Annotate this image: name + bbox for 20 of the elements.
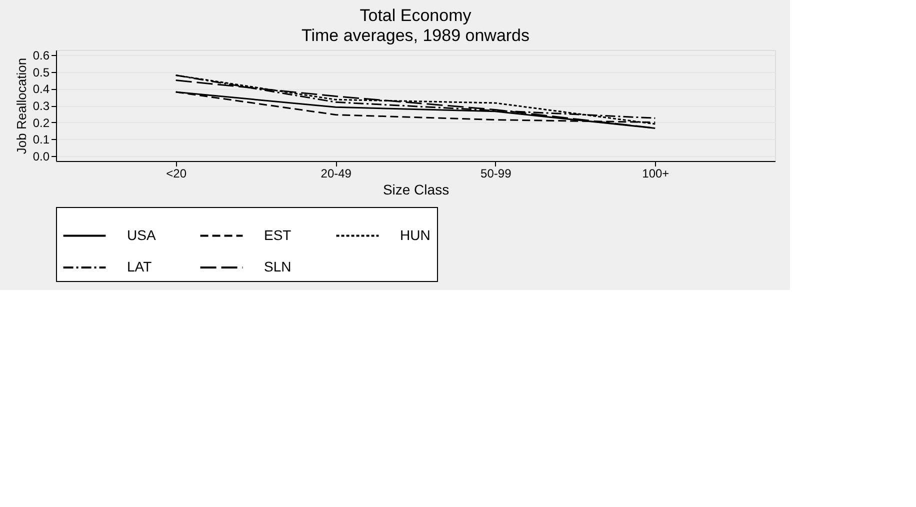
chart-title: Total Economy bbox=[360, 6, 472, 26]
y-tick-label: 0.3 bbox=[32, 99, 50, 113]
x-tick-label: 50-99 bbox=[480, 166, 512, 180]
y-tick-label: 0.2 bbox=[32, 116, 50, 130]
legend-label: EST bbox=[264, 226, 292, 243]
legend-label: SLN bbox=[264, 258, 292, 274]
y-tick-label: 0.5 bbox=[32, 65, 50, 80]
x-tick-label: <20 bbox=[166, 166, 187, 180]
x-tick-label: 20-49 bbox=[320, 166, 352, 180]
x-tick-label: 100+ bbox=[642, 166, 670, 180]
y-tick-label: 0.1 bbox=[32, 132, 50, 147]
y-tick-label: 0.4 bbox=[32, 82, 50, 96]
legend-label: USA bbox=[127, 226, 156, 243]
y-axis-title: Job Reallocation bbox=[14, 58, 29, 154]
legend-label: LAT bbox=[127, 258, 152, 274]
legend-label: HUN bbox=[400, 226, 430, 243]
chart-subtitle: Time averages, 1989 onwards bbox=[301, 26, 530, 46]
y-tick-label: 0.0 bbox=[32, 149, 50, 164]
x-axis-title: Size Class bbox=[382, 182, 450, 198]
y-tick-label: 0.6 bbox=[32, 48, 50, 63]
